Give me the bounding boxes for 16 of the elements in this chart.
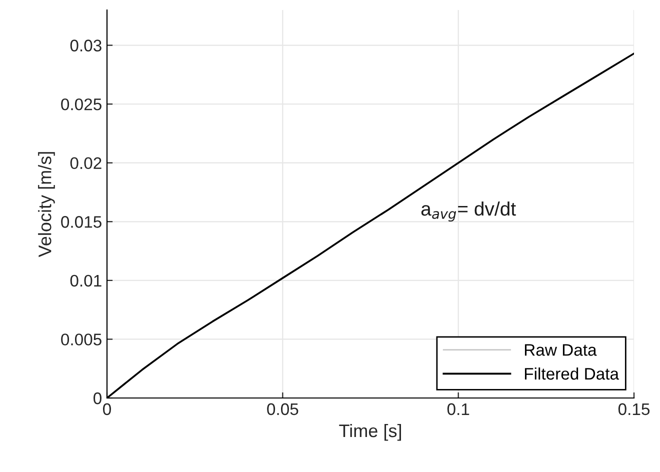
legend-label: Filtered Data	[524, 367, 620, 380]
y-tick-label: 0.01	[70, 274, 102, 287]
x-tick-label: 0.15	[618, 403, 650, 416]
y-tick-label: 0.02	[70, 157, 102, 170]
y-tick-label: 0.03	[70, 40, 102, 52]
annotation: a$_{avg}$= dv/dt	[421, 201, 516, 222]
x-tick-label: 0.1	[447, 403, 470, 416]
y-tick-label: 0.005	[61, 334, 102, 346]
x-tick-label: 0	[103, 403, 111, 416]
x-axis-title: Time [s]	[339, 424, 401, 441]
x-tick-label: 0.05	[267, 403, 298, 416]
y-axis-title: Velocity [m/s]	[38, 152, 55, 258]
y-tick-label: 0	[94, 392, 102, 404]
legend-label: Raw Data	[524, 344, 597, 356]
y-tick-label: 0.015	[61, 216, 102, 228]
y-tick-label: 0.025	[61, 98, 102, 110]
